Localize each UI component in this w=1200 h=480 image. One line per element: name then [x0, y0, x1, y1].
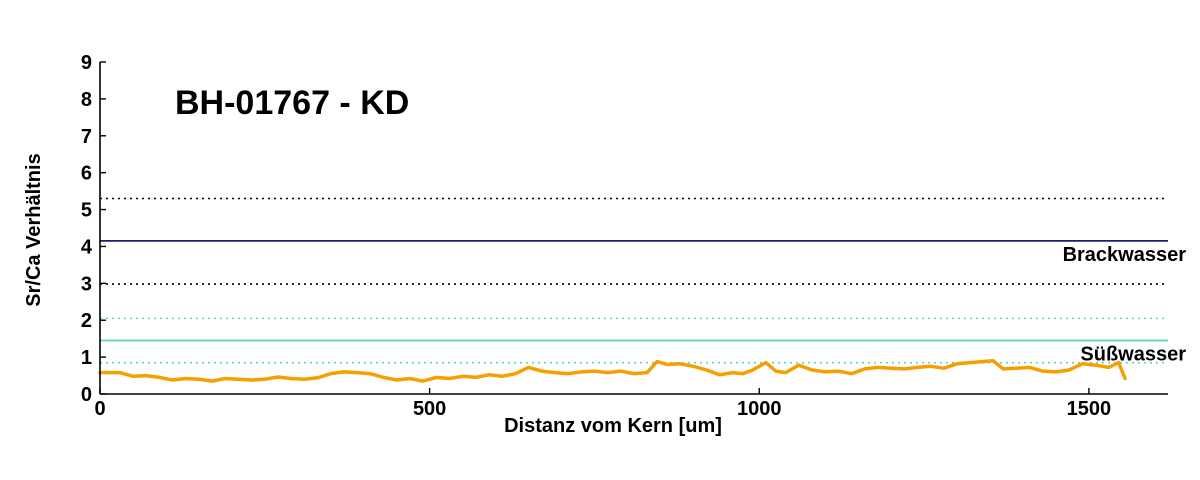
y-tick-label-8: 8: [81, 89, 92, 111]
reference-label-1: Brackwasser: [1063, 244, 1187, 266]
y-tick-label-0: 0: [81, 384, 92, 406]
x-tick-label-500: 500: [413, 398, 446, 420]
reference-lines: Brackwasser Süßwasser: [100, 197, 1187, 366]
y-tick-label-2: 2: [81, 310, 92, 332]
reference-label-4: Süßwasser: [1080, 344, 1186, 366]
x-tick-label-0: 0: [94, 398, 105, 420]
x-tick-label-1000: 1000: [737, 398, 782, 420]
axes: 0 1 2 3 4 5 6 7 8 9 0 500 1000 1500: [81, 52, 1168, 420]
y-tick-label-3: 3: [81, 273, 92, 295]
y-tick-label-6: 6: [81, 163, 92, 185]
chart-title: BH-01767 - KD: [175, 84, 409, 122]
y-tick-label-1: 1: [81, 347, 92, 369]
x-axis-title: Distanz vom Kern [um]: [504, 415, 722, 437]
y-tick-label-5: 5: [81, 200, 92, 222]
x-tick-label-1500: 1500: [1067, 398, 1112, 420]
y-axis-title: Sr/Ca Verhältnis: [23, 153, 45, 306]
y-tick-label-4: 4: [81, 236, 93, 258]
series-line-0: [98, 359, 1127, 383]
series-layer: [98, 359, 1127, 383]
y-tick-label-7: 7: [81, 126, 92, 148]
y-tick-label-9: 9: [81, 52, 92, 74]
